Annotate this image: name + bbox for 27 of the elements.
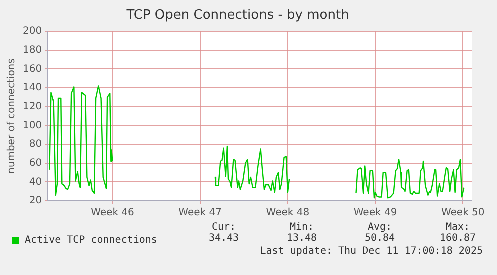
y-tick-label: 140 (22, 82, 42, 94)
y-axis-title: number of connections (6, 58, 18, 174)
text: Avg: (366, 222, 394, 233)
y-tick-label: 200 (22, 26, 42, 38)
y-tick-label: 100 (22, 120, 42, 132)
text: 50.84 (364, 233, 396, 244)
y-tick-label: 60 (29, 158, 42, 169)
y-tick-label: 120 (22, 101, 42, 112)
text: Max: (444, 222, 472, 233)
legend-label: Active TCP connections (25, 235, 158, 246)
y-tick-label: 180 (22, 45, 42, 56)
y-tick-label: 20 (29, 196, 42, 207)
x-tick-label: Week 49 (354, 208, 398, 219)
x-tick-label: Week 48 (266, 208, 310, 219)
text: Min: (288, 222, 316, 233)
x-tick-label: Week 47 (178, 208, 222, 219)
text: 13.48 (286, 233, 318, 244)
chart-title: TCP Open Connections - by month (126, 8, 350, 24)
text: 160.87 (438, 233, 478, 244)
text: Last update: Thu Dec 11 17:00:18 2025 (259, 246, 484, 257)
y-tick-label: 160 (22, 64, 42, 75)
y-tick-label: 40 (29, 176, 42, 188)
x-tick-label: Week 46 (91, 208, 134, 219)
text: 34.43 (208, 233, 240, 244)
text: Cur: (210, 222, 238, 233)
y-tick-label: 80 (29, 139, 42, 150)
x-tick-label: Week 50 (441, 208, 485, 219)
